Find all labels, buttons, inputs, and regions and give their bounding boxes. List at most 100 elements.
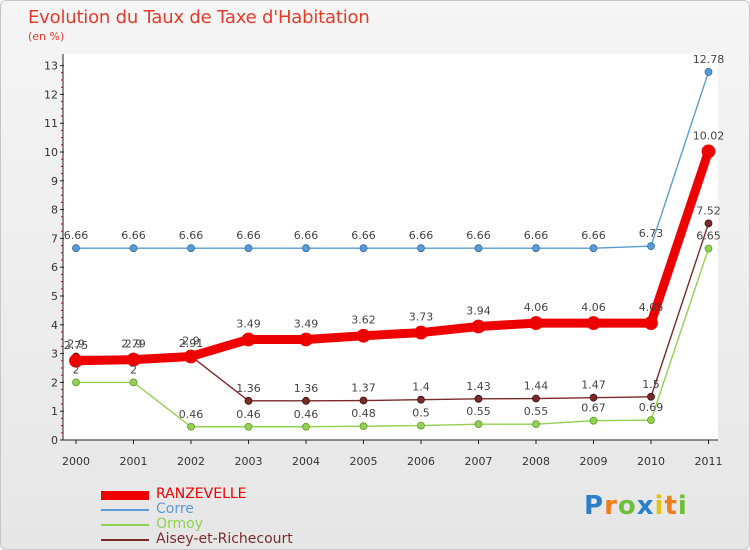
data-point-aisey-et-richecourt: [589, 393, 598, 402]
logo-letter: i: [677, 491, 688, 521]
y-tick-label: 8: [51, 204, 58, 217]
data-label-ormoy: 0.48: [351, 407, 376, 420]
data-point-ranzevelle: [126, 352, 141, 367]
data-point-aisey-et-richecourt: [359, 396, 368, 405]
data-label-ranzevelle: 2.75: [64, 339, 89, 352]
data-label-corre: 6.66: [409, 229, 434, 242]
data-point-aisey-et-richecourt: [647, 392, 655, 401]
logo-letter: o: [617, 491, 637, 521]
chart-title: Evolution du Taux de Taxe d'Habitation: [28, 7, 370, 28]
data-label-corre: 6.66: [294, 229, 319, 242]
data-point-corre: [187, 244, 195, 253]
data-label-ranzevelle: 3.62: [351, 314, 376, 327]
x-tick-label: 2001: [120, 455, 148, 468]
data-point-ormoy: [129, 378, 138, 387]
legend-label: RANZEVELLE: [156, 486, 247, 502]
data-point-aisey-et-richecourt: [244, 396, 253, 405]
data-label-ranzevelle: 10.02: [693, 129, 725, 142]
legend: RANZEVELLE Corre Ormoy Aisey-et-Richecourt: [101, 486, 361, 548]
data-point-ranzevelle: [586, 316, 601, 330]
data-point-ranzevelle: [299, 332, 313, 347]
x-tick-label: 2003: [235, 455, 263, 468]
data-point-corre: [129, 244, 138, 253]
data-label-corre: 6.73: [639, 227, 664, 240]
data-point-corre: [244, 244, 253, 253]
data-label-aisey-et-richecourt: 1.47: [581, 379, 606, 392]
data-point-ormoy: [72, 378, 80, 387]
legend-item-corre: Corre: [101, 501, 361, 518]
data-label-ormoy: 2: [130, 363, 137, 376]
data-point-corre: [72, 244, 80, 253]
data-label-corre: 6.66: [466, 229, 491, 242]
data-point-aisey-et-richecourt: [474, 394, 483, 403]
data-label-corre: 6.66: [121, 229, 146, 242]
data-label-ormoy: 0.55: [524, 405, 549, 418]
data-labels-layer: 2.75 2.79 2.93.49 3.49 3.62 3.73 3.94 4.06 4.06 4…: [64, 53, 725, 421]
data-point-aisey-et-richecourt: [704, 219, 713, 228]
data-point-ormoy: [589, 416, 598, 425]
data-label-ranzevelle: 3.49: [294, 317, 319, 330]
data-point-ormoy: [302, 422, 310, 431]
data-label-ormoy: 0.5: [412, 407, 430, 420]
x-tick-label: 2011: [695, 455, 723, 468]
series-corre: [72, 68, 713, 253]
data-label-ormoy: 0.69: [639, 401, 664, 414]
data-label-corre: 6.66: [179, 229, 204, 242]
data-point-corre: [359, 244, 368, 253]
data-label-aisey-et-richecourt: 1.5: [642, 378, 660, 391]
series-line-ranzevelle: [71, 146, 713, 366]
data-label-ranzevelle: 4.06: [524, 301, 549, 314]
data-label-aisey-et-richecourt: 1.36: [236, 382, 261, 395]
y-tick-label: 5: [51, 290, 58, 303]
data-label-corre: 6.66: [524, 229, 549, 242]
logo-letter: x: [636, 491, 655, 521]
x-tick-label: 2007: [465, 455, 493, 468]
data-point-ormoy: [359, 422, 368, 431]
data-label-aisey-et-richecourt: 2.9: [125, 337, 143, 350]
y-tick-label: 12: [44, 88, 58, 101]
y-tick-label: 1: [51, 405, 58, 418]
data-label-ormoy: 6.65: [696, 229, 721, 242]
y-tick-label: 11: [44, 117, 58, 130]
data-label-corre: 6.66: [64, 229, 89, 242]
legend-item-ormoy: Ormoy: [101, 516, 361, 533]
x-tick-label: 2000: [62, 455, 90, 468]
legend-swatch: [101, 490, 149, 500]
x-tick-label: 2006: [407, 455, 435, 468]
logo-letter: r: [604, 491, 618, 521]
data-label-ormoy: 0.46: [236, 408, 261, 421]
data-label-ormoy: 0.55: [466, 405, 491, 418]
data-label-aisey-et-richecourt: 1.4: [412, 381, 430, 394]
data-label-aisey-et-richecourt: 2.9: [67, 337, 85, 350]
legend-item-aisey-et-richecourt: Aisey-et-Richecourt: [101, 531, 361, 548]
y-tick-label: 13: [44, 60, 58, 73]
y-tick-label: 4: [51, 319, 58, 332]
chart-unit-label: (en %): [28, 30, 65, 43]
data-point-ormoy: [417, 421, 425, 430]
data-label-aisey-et-richecourt: 1.44: [524, 380, 549, 393]
y-tick-label: 7: [51, 232, 58, 245]
data-label-ranzevelle: 3.73: [409, 311, 434, 324]
data-point-corre: [589, 244, 598, 253]
legend-swatch: [101, 524, 149, 526]
series-ormoy: [72, 244, 713, 431]
data-point-aisey-et-richecourt: [532, 394, 540, 403]
data-label-ormoy: 0.46: [294, 408, 319, 421]
x-tick-label: 2004: [292, 455, 320, 468]
data-point-aisey-et-richecourt: [417, 395, 425, 404]
data-label-ormoy: 2: [73, 363, 80, 376]
data-point-corre: [532, 244, 540, 253]
data-point-corre: [647, 242, 655, 251]
data-label-aisey-et-richecourt: 1.43: [466, 380, 491, 393]
data-label-ranzevelle: 3.49: [236, 317, 261, 330]
data-label-ranzevelle: 3.94: [466, 305, 491, 318]
series-layer: [69, 68, 716, 431]
legend-swatch: [101, 509, 149, 511]
data-point-ranzevelle: [69, 353, 83, 368]
data-point-ormoy: [532, 420, 540, 429]
legend-item-ranzevelle: RANZEVELLE: [101, 486, 361, 503]
data-label-ormoy: 0.67: [581, 402, 606, 415]
